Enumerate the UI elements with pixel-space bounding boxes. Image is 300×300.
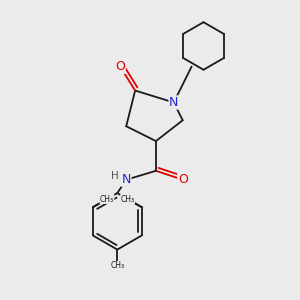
Text: N: N bbox=[122, 173, 131, 186]
Text: CH₃: CH₃ bbox=[100, 194, 114, 203]
Text: CH₃: CH₃ bbox=[121, 194, 135, 203]
Text: H: H bbox=[111, 171, 119, 181]
Text: O: O bbox=[178, 173, 188, 186]
Text: N: N bbox=[169, 96, 178, 109]
Text: CH₃: CH₃ bbox=[110, 261, 124, 270]
Text: O: O bbox=[115, 60, 125, 73]
